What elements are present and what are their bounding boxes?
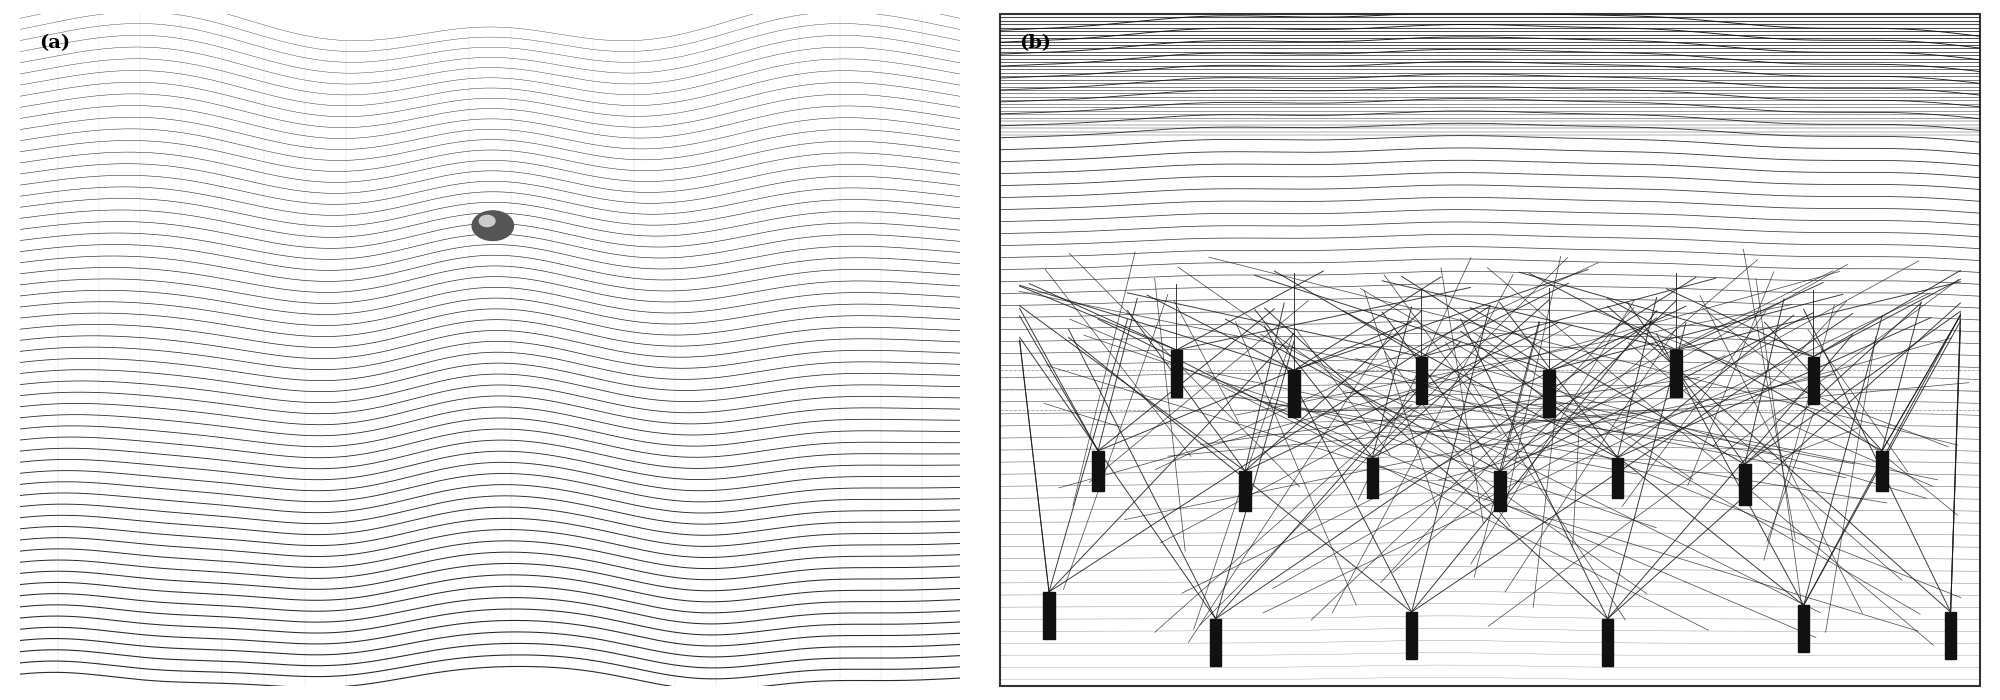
Bar (1542, 370, 1554, 417)
Bar (1670, 350, 1682, 397)
Bar (1240, 471, 1250, 511)
Bar (1170, 350, 1182, 397)
Bar (1406, 612, 1418, 659)
Bar (1808, 357, 1820, 404)
Bar (1092, 451, 1104, 491)
Bar (1944, 612, 1956, 659)
Circle shape (472, 211, 514, 241)
Bar (1210, 619, 1222, 666)
Bar (1798, 606, 1810, 652)
Text: (a): (a) (38, 34, 70, 52)
Bar (1494, 471, 1506, 511)
Bar (1288, 370, 1300, 417)
Circle shape (480, 216, 496, 227)
Bar (1044, 592, 1054, 639)
Bar (1366, 458, 1378, 498)
Bar (1612, 458, 1624, 498)
Text: (b): (b) (1020, 34, 1052, 52)
Bar (1738, 464, 1750, 505)
Bar (1416, 357, 1428, 404)
Bar (1876, 451, 1888, 491)
Bar (1602, 619, 1614, 666)
